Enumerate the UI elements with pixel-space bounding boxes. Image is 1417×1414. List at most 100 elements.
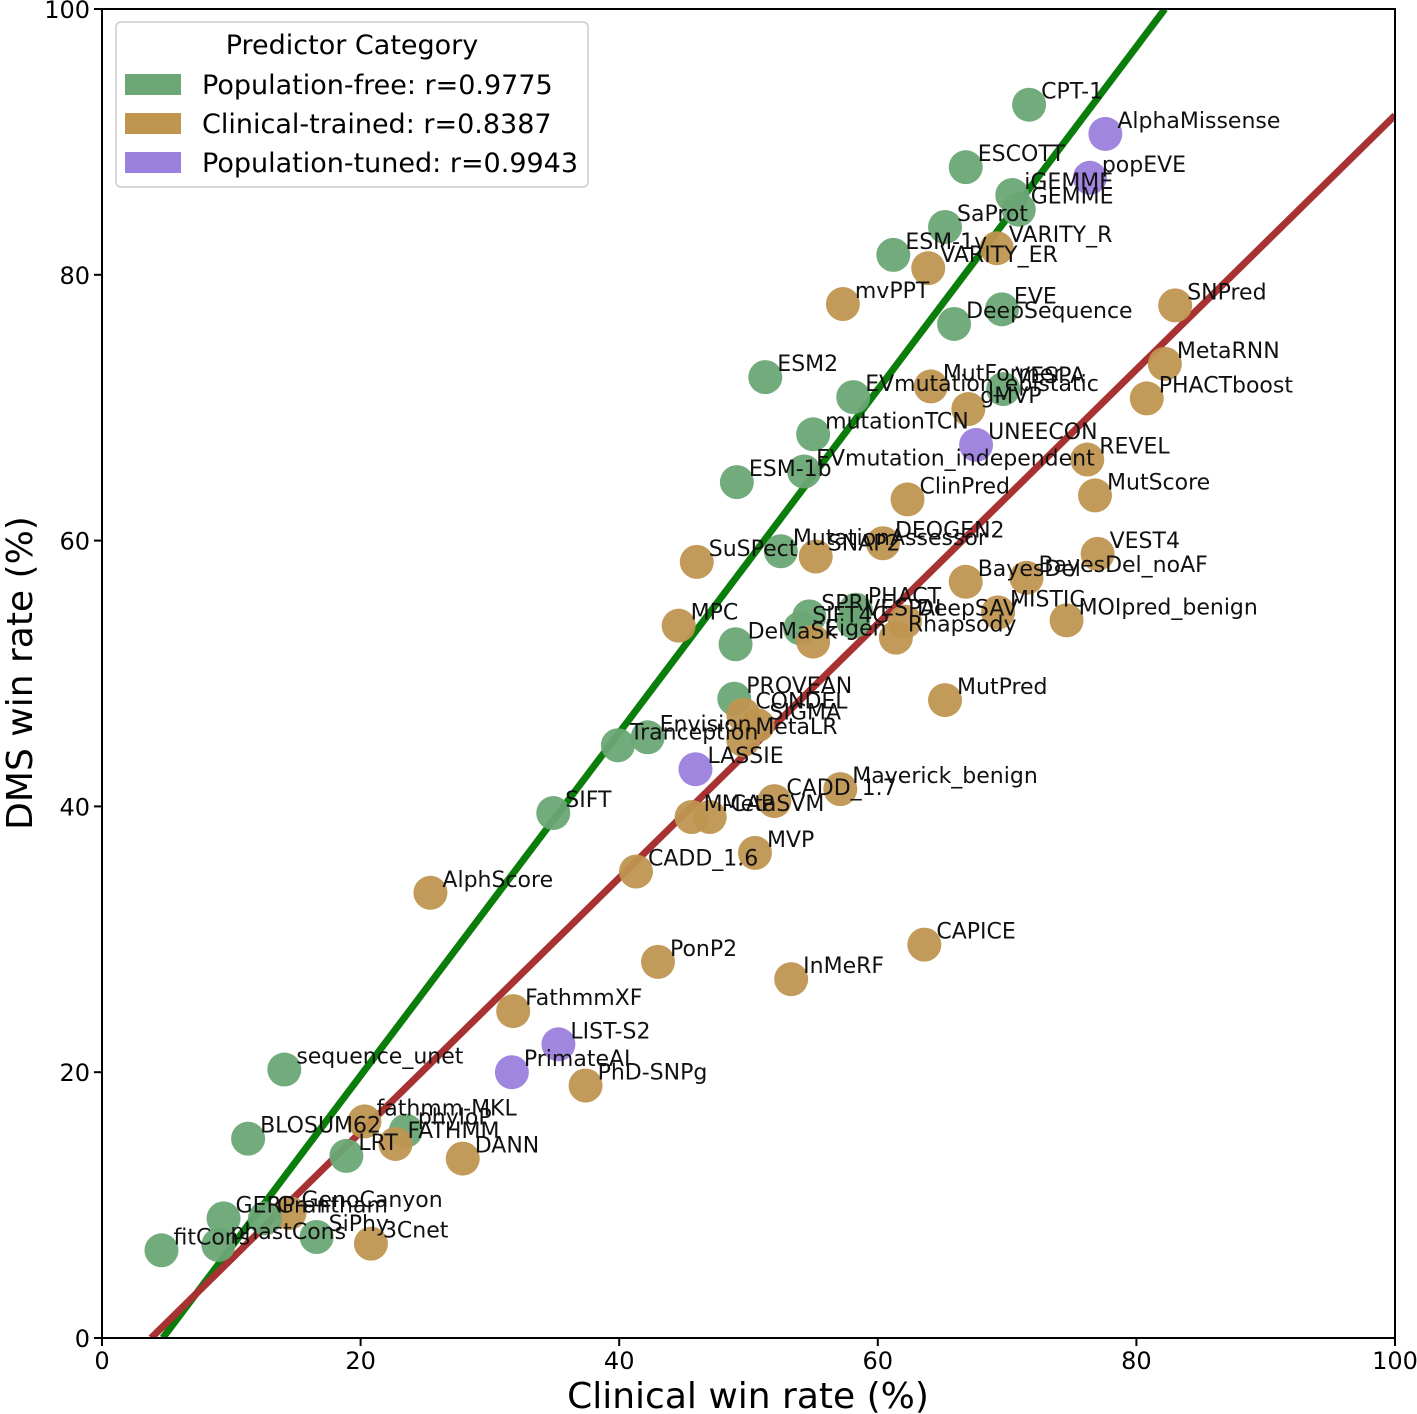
label-sequence-unet: sequence_unet xyxy=(296,1045,463,1070)
label-varity-r: VARITY_R xyxy=(1009,223,1113,248)
label-vespai: VESPAI xyxy=(865,597,941,622)
y-tick-label: 80 xyxy=(59,262,90,290)
x-tick-label: 60 xyxy=(863,1347,894,1375)
label-popeve: popEVE xyxy=(1102,153,1186,178)
x-tick-label: 0 xyxy=(94,1347,109,1375)
point-demask xyxy=(718,627,753,662)
legend-title: Predictor Category xyxy=(226,30,479,61)
point-popeve xyxy=(1072,160,1107,195)
label-mutpred: MutPred xyxy=(957,675,1048,700)
point-ponp2 xyxy=(640,944,675,979)
point-cadd-1-7 xyxy=(757,784,792,819)
point-snap2 xyxy=(798,539,833,574)
label-escott: ESCOTT xyxy=(978,142,1066,167)
label-metarnn: MetaRNN xyxy=(1177,339,1280,364)
point-escott xyxy=(948,150,983,185)
fit-line-population-free-fit xyxy=(159,9,1168,1338)
legend-entries: Population-free: r=0.9775 Clinical-traine… xyxy=(125,70,578,179)
label-ponp2: PonP2 xyxy=(670,937,737,962)
label-inmerf: InMeRF xyxy=(803,954,884,979)
label-sift4g: SIFT4G xyxy=(812,603,889,628)
point-varity-er xyxy=(911,251,946,286)
point-mvppt xyxy=(825,287,860,322)
label-uneecon: UNEECON xyxy=(988,420,1098,445)
x-tick-label: 40 xyxy=(604,1347,635,1375)
point-rhapsody xyxy=(878,620,913,655)
label-vespa: VESPA xyxy=(1015,364,1085,389)
point-alphscore xyxy=(413,875,448,910)
point-list-s2 xyxy=(541,1027,576,1062)
point-esm-1v xyxy=(876,237,911,272)
label-metalr: MetaLR xyxy=(755,715,837,740)
label-cpt-1: CPT-1 xyxy=(1041,80,1103,105)
label-gerp: GERP++ xyxy=(236,1193,332,1218)
label-maverick-benign: Maverick_benign xyxy=(852,764,1037,789)
label-varity-er: VARITY_ER xyxy=(940,243,1058,268)
label-blosum62: BLOSUM62 xyxy=(260,1114,381,1139)
point-gerp xyxy=(206,1201,241,1236)
point-gemme xyxy=(1001,192,1036,227)
label-eve: EVE xyxy=(1014,284,1057,309)
point-vespai xyxy=(836,604,871,639)
label-provean: PROVEAN xyxy=(746,674,852,699)
label-clinpred: ClinPred xyxy=(920,474,1010,499)
point-siphy xyxy=(299,1219,334,1254)
point-envision xyxy=(630,720,665,755)
label-gmvp: gMVP xyxy=(980,384,1041,409)
point-vespa xyxy=(986,372,1021,407)
label-demask: DeMaSk xyxy=(748,619,838,644)
point-saprot xyxy=(928,209,963,244)
point-gmvp xyxy=(951,392,986,427)
label-mvp: MVP xyxy=(767,828,814,853)
label-esm-1b: ESM-1b xyxy=(749,457,832,482)
label-primateai: PrimateAI xyxy=(524,1047,631,1072)
label-moipred-benign: MOIpred_benign xyxy=(1079,595,1258,620)
label-fathmm: FATHMM xyxy=(408,1119,500,1144)
point-revel xyxy=(1070,442,1105,477)
point-clinpred xyxy=(890,482,925,517)
point-mutpred xyxy=(928,683,963,718)
point-moipred-benign xyxy=(1049,603,1084,638)
label-mutformer: MutFormer xyxy=(943,361,1064,386)
y-axis-title: DMS win rate (%) xyxy=(0,516,41,830)
point-mutscore xyxy=(1078,478,1113,513)
y-tick-label: 40 xyxy=(59,793,90,821)
point-phd-snpg xyxy=(568,1068,603,1103)
legend: Predictor Category Population-free: r=0.… xyxy=(115,21,589,188)
label-sift: SIFT xyxy=(565,788,612,813)
label-alphscore: AlphScore xyxy=(442,868,553,893)
label-cadd-1-6: CADD_1.6 xyxy=(648,847,758,872)
x-tick-label: 100 xyxy=(1372,1347,1417,1375)
axis-ticks: 0 20 40 60 80 100 0 20 40 60 80 100 xyxy=(44,0,1417,1375)
point-bayesdel xyxy=(948,564,983,599)
point-deepsequence xyxy=(937,306,972,341)
x-tick-label: 20 xyxy=(345,1347,376,1375)
label-evmutation-epistatic: EVmutation_epistatic xyxy=(865,372,1099,397)
x-tick-label: 80 xyxy=(1121,1347,1152,1375)
label-metasvm: MetaSVM xyxy=(722,792,825,817)
label-fathmm-mkl: fathmm-MKL xyxy=(376,1096,517,1121)
point-blosum62 xyxy=(231,1121,266,1156)
legend-label-population-free: Population-free: r=0.9775 xyxy=(202,70,553,101)
label-phd-snpg: PhD-SNPg xyxy=(598,1060,708,1085)
point-suspect xyxy=(679,544,714,579)
legend-label-population-tuned: Population-tuned: r=0.9943 xyxy=(202,148,578,179)
point-deogen2 xyxy=(865,526,900,561)
point-phactboost xyxy=(1129,381,1164,416)
point-mistic xyxy=(981,595,1016,630)
data-points xyxy=(144,87,1193,1268)
label-3cnet: 3Cnet xyxy=(383,1219,449,1244)
legend-swatch-population-tuned xyxy=(125,152,181,173)
point-3cnet xyxy=(353,1226,388,1261)
point-metarnn xyxy=(1147,346,1182,381)
label-saprot: SaProt xyxy=(957,202,1028,227)
point-mutationassessor xyxy=(763,534,798,569)
legend-box xyxy=(115,21,589,188)
point-eve xyxy=(984,292,1019,327)
point-uneecon xyxy=(959,427,994,462)
label-phactboost: PHACTboost xyxy=(1159,373,1294,398)
point-dann xyxy=(445,1141,480,1176)
label-phylop: phyloP xyxy=(418,1106,492,1131)
label-snpred: SNPred xyxy=(1187,280,1266,305)
